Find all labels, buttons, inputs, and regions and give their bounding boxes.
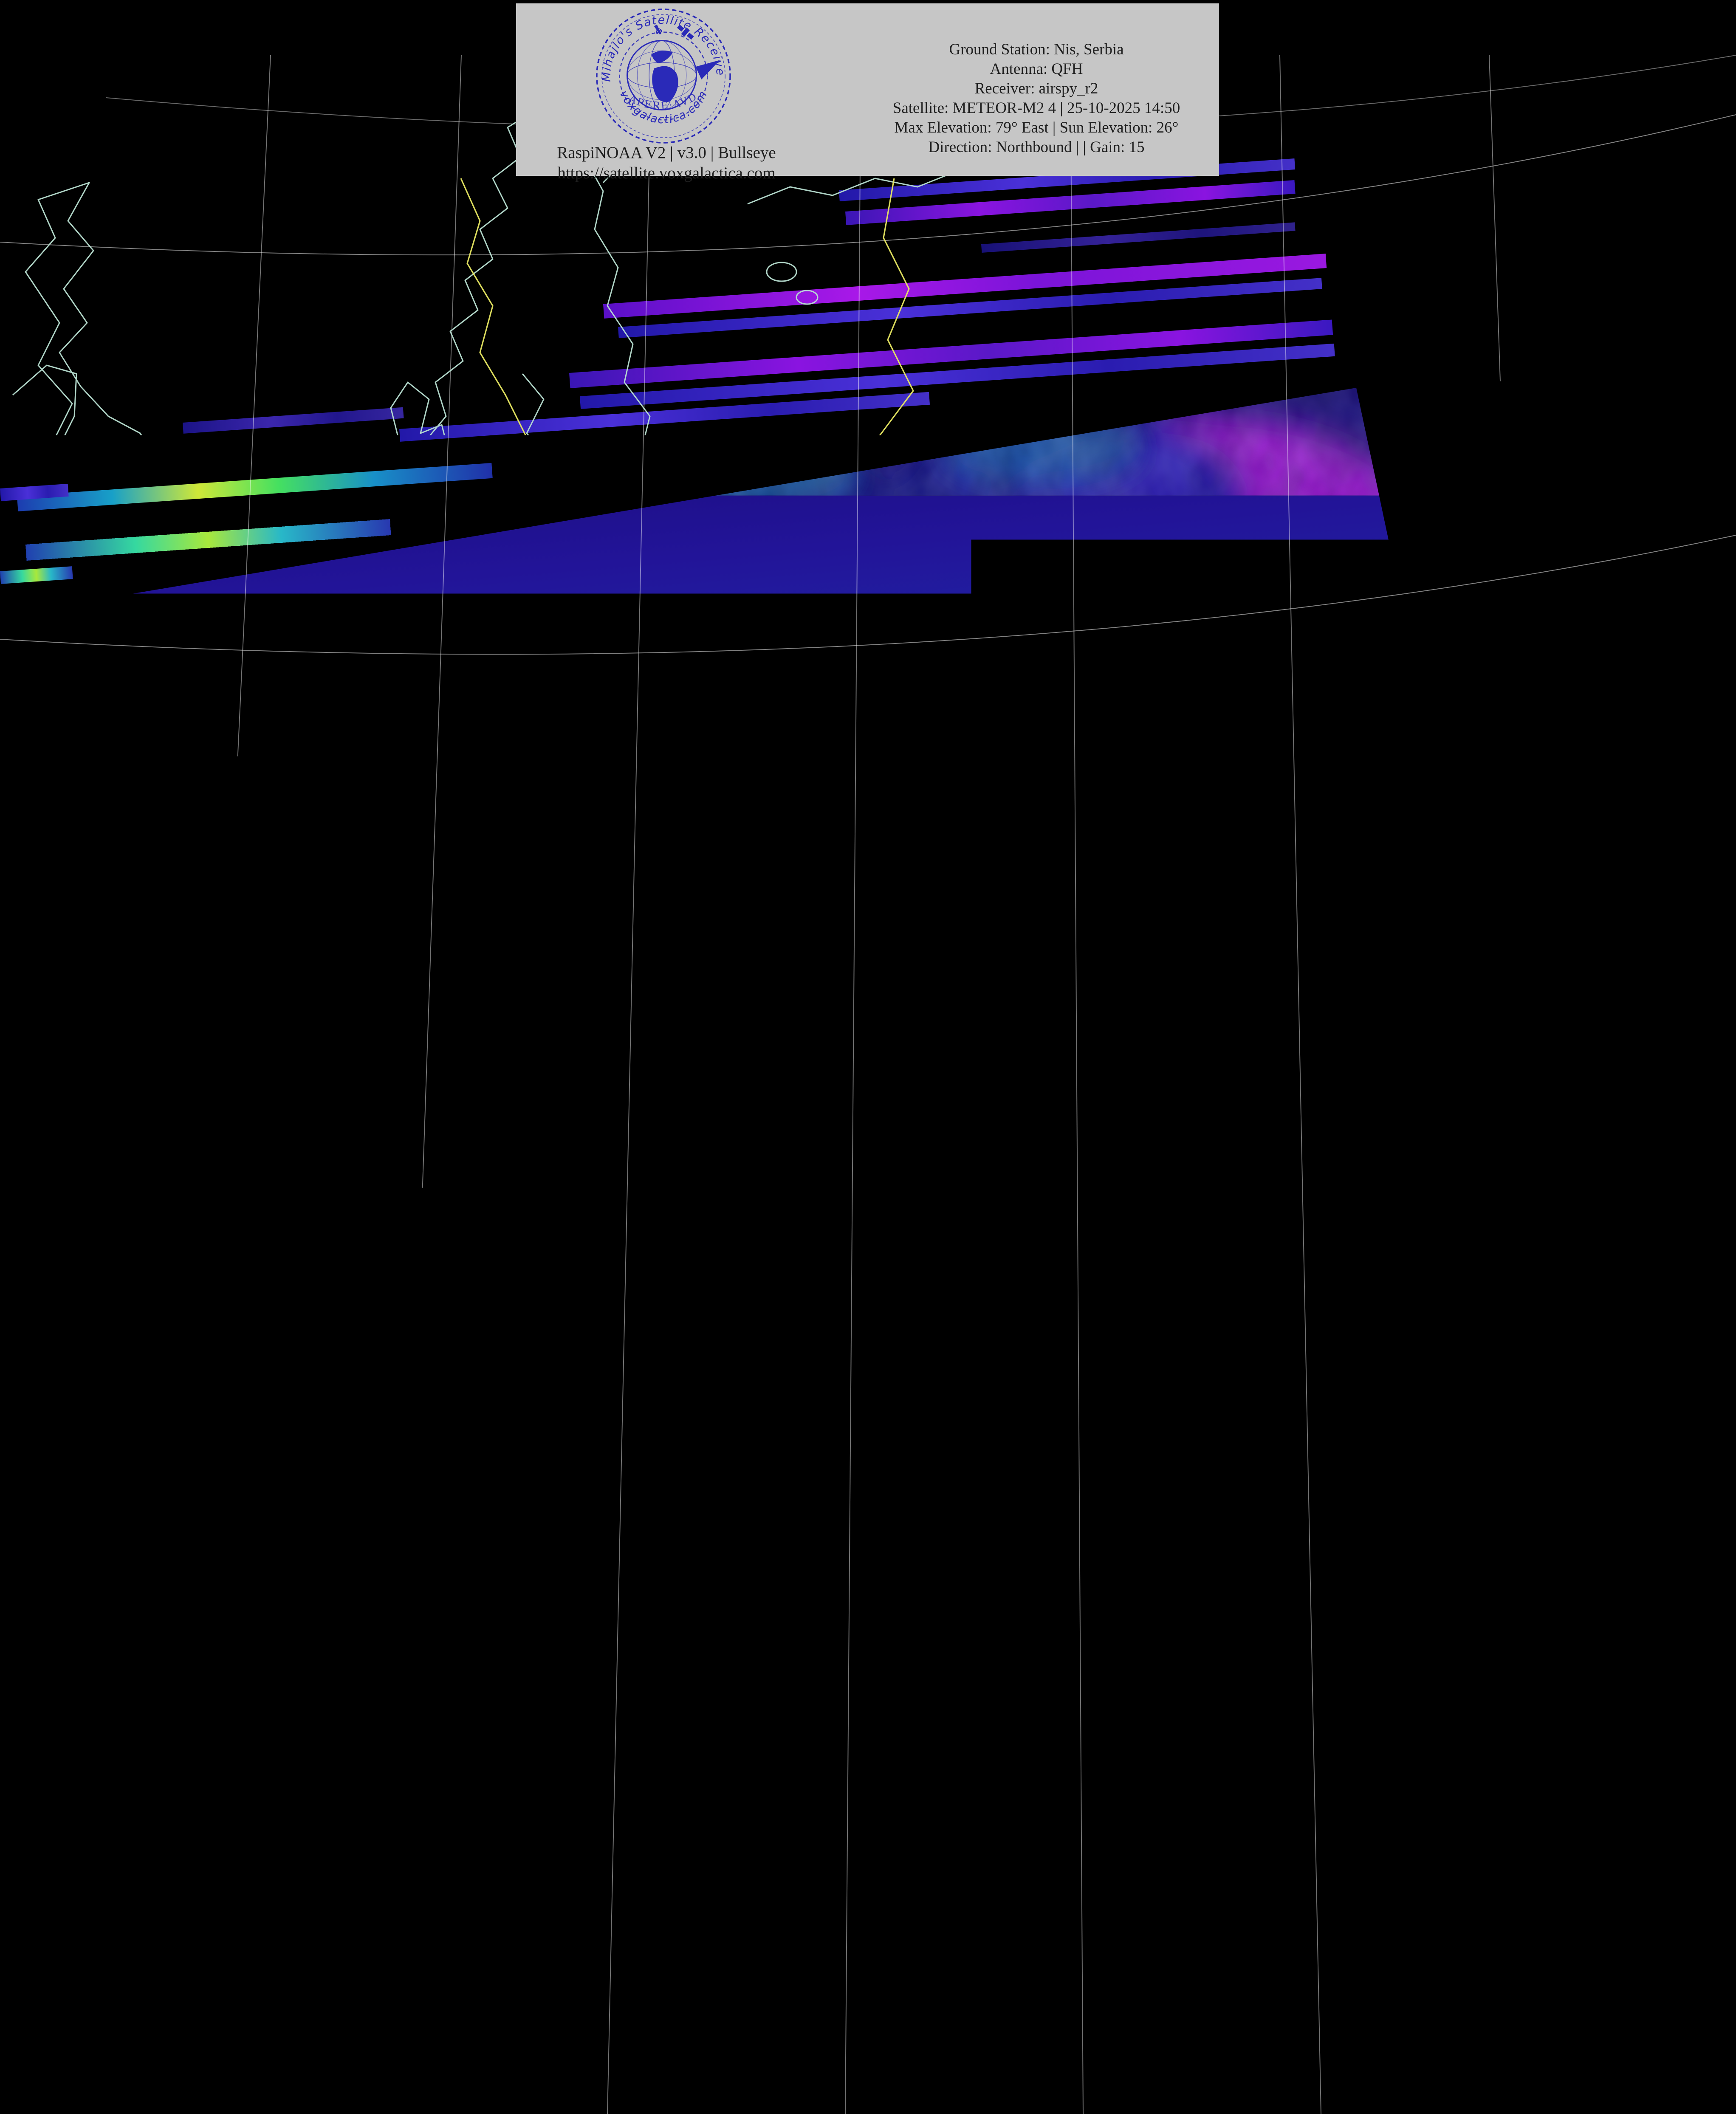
header-banner: Mihajlo's Satellite Receiver voxgalactic… [516, 3, 1219, 176]
ground-station-line: Ground Station: Nis, Serbia [839, 40, 1234, 59]
receiver-line: Receiver: airspy_r2 [839, 79, 1234, 99]
satellite-line: Satellite: METEOR-M2 4 | 25-10-2025 14:5… [839, 99, 1234, 118]
pass-info-block: Ground Station: Nis, Serbia Antenna: QFH… [839, 40, 1234, 157]
antenna-line: Antenna: QFH [839, 59, 1234, 79]
station-url: https://satellite.voxgalactica.com [522, 163, 811, 183]
elevation-line: Max Elevation: 79° East | Sun Elevation:… [839, 118, 1234, 138]
direction-gain-line: Direction: Northbound | | Gain: 15 [839, 138, 1234, 157]
satellite-map-scene [0, 0, 1736, 2114]
app-version-block: RaspiNOAA V2 | v3.0 | Bullseye https://s… [522, 143, 811, 183]
station-logo: Mihajlo's Satellite Receiver voxgalactic… [592, 4, 735, 148]
app-version-line: RaspiNOAA V2 | v3.0 | Bullseye [522, 143, 811, 163]
